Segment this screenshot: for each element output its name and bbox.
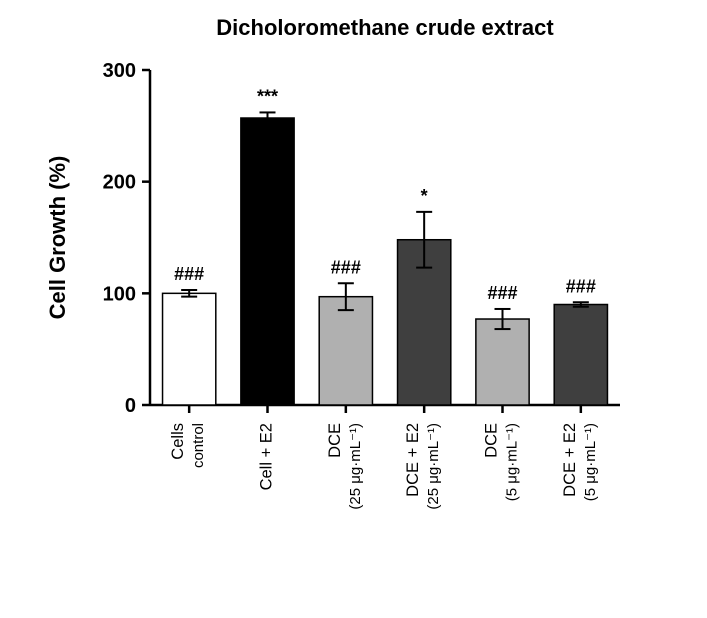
svg-text:Cell + E2: Cell + E2	[258, 423, 276, 490]
significance-label: ###	[566, 276, 596, 296]
significance-label: ***	[257, 86, 278, 106]
y-tick-label: 300	[103, 60, 136, 82]
y-tick-label: 0	[125, 395, 136, 417]
bar	[554, 305, 607, 406]
chart-container: Dicholoromethane crude extract 0 100 200 300…	[0, 0, 707, 618]
bar-chart: Dicholoromethane crude extract 0 100 200 300…	[0, 0, 707, 618]
y-axis-label: Cell Growth (%)	[45, 156, 70, 320]
bar	[241, 118, 294, 405]
y-tick-label: 100	[103, 283, 136, 305]
bar	[163, 293, 216, 405]
svg-text:DCE: DCE	[483, 423, 501, 458]
svg-text:DCE + E2: DCE + E2	[404, 423, 422, 497]
y-tick-label: 200	[103, 172, 136, 194]
bar	[476, 319, 529, 405]
svg-text:DCE: DCE	[326, 423, 344, 458]
svg-text:(25 μg·mL⁻¹): (25 μg·mL⁻¹)	[425, 423, 442, 510]
svg-text:Cells: Cells	[169, 423, 187, 460]
bar	[319, 297, 372, 405]
significance-label: ###	[487, 283, 517, 303]
chart-title: Dicholoromethane crude extract	[216, 15, 554, 40]
svg-text:(5 μg·mL⁻¹): (5 μg·mL⁻¹)	[504, 423, 521, 501]
significance-label: ###	[174, 264, 204, 284]
significance-label: *	[421, 186, 428, 206]
svg-text:DCE + E2: DCE + E2	[561, 423, 579, 497]
x-tick-label: Cell + E2	[258, 423, 276, 490]
svg-text:(5 μg·mL⁻¹): (5 μg·mL⁻¹)	[582, 423, 599, 501]
svg-text:(25 μg·mL⁻¹): (25 μg·mL⁻¹)	[347, 423, 364, 510]
svg-text:control: control	[190, 423, 207, 468]
significance-label: ###	[331, 257, 361, 277]
